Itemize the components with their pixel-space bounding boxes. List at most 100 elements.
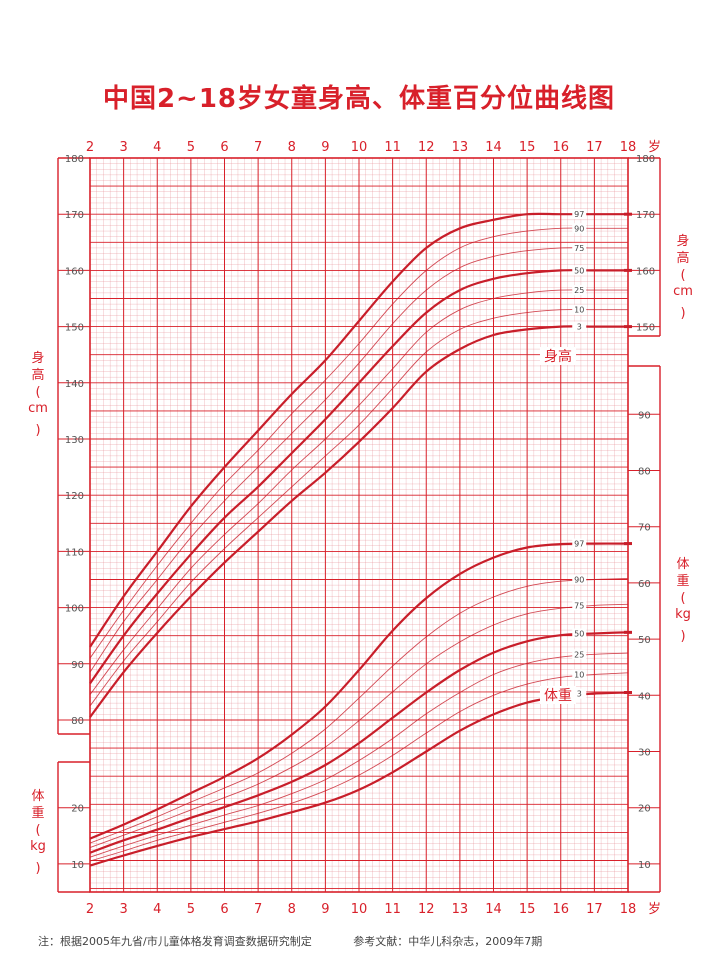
age-tick-top: 18 <box>620 140 637 155</box>
height-tick-label-left: 140 <box>65 379 84 390</box>
weight-percentile-label: 10 <box>574 671 584 680</box>
weight-tick-label-left: 10 <box>71 860 84 871</box>
height-axis-title-left: 高 <box>31 367 44 383</box>
age-tick-bottom: 3 <box>119 902 127 917</box>
weight-curve-p3 <box>89 691 629 867</box>
age-tick-bottom: 11 <box>384 902 401 917</box>
height-percentile-label: 10 <box>574 306 584 315</box>
height-tick-label-left: 130 <box>65 435 84 446</box>
height-axis-title-right: 高 <box>676 250 689 266</box>
age-tick-bottom: 10 <box>351 902 368 917</box>
weight-curve-p25 <box>89 652 629 858</box>
age-tick-top: 2 <box>86 140 94 155</box>
height-curve-p50 <box>89 269 628 685</box>
age-tick-top: 13 <box>452 140 469 155</box>
weight-axis-title-right: kg <box>675 607 691 622</box>
weight-percentile-label-bg <box>572 688 587 699</box>
height-percentile-label: 97 <box>574 210 584 219</box>
weight-tick-label-right: 70 <box>638 523 651 534</box>
height-tick-label-right: 150 <box>636 323 655 334</box>
weight-percentile-label: 97 <box>574 540 584 549</box>
age-tick-bottom: 14 <box>485 902 502 917</box>
height-tick-label-left: 150 <box>65 323 84 334</box>
weight-curve-p75 <box>89 603 629 849</box>
age-tick-bottom: 16 <box>552 902 569 917</box>
height-curve-p97 <box>89 212 628 648</box>
age-tick-bottom: 5 <box>187 902 195 917</box>
height-tick-label-left: 120 <box>65 491 84 502</box>
age-tick-top: 11 <box>384 140 401 155</box>
height-percentile-label-bg <box>572 223 587 234</box>
height-tick-label-left: 160 <box>65 266 84 277</box>
weight-curve-p10 <box>89 672 629 862</box>
weight-axis-title-left: ( <box>35 823 40 838</box>
height-percentile-label-bg <box>572 265 587 276</box>
weight-percentile-label-bg <box>572 600 587 611</box>
height-percentile-label-bg <box>572 285 587 296</box>
height-axis-title-left: ) <box>35 423 40 438</box>
age-tick-top: 10 <box>351 140 368 155</box>
height-axis-title-right: 身 <box>676 233 689 249</box>
age-tick-bottom: 2 <box>86 902 94 917</box>
height-percentile-label: 50 <box>574 266 584 275</box>
height-curve-p90 <box>89 227 628 659</box>
weight-curve-p97 <box>89 542 629 840</box>
weight-percentile-label-bg <box>572 628 587 639</box>
weight-curve-p50 <box>89 631 629 854</box>
age-tick-bottom: 17 <box>586 902 603 917</box>
weight-label-bg <box>540 686 576 704</box>
percentile-curves <box>89 212 629 867</box>
height-axis-title-left: cm <box>28 401 48 416</box>
weight-tick-label-right: 90 <box>638 410 651 421</box>
height-tick-label-right: 180 <box>636 154 655 165</box>
height-axis-title-right: ( <box>680 268 685 283</box>
weight-percentile-label: 25 <box>574 650 584 659</box>
age-tick-top: 6 <box>220 140 228 155</box>
weight-tick-label-right: 60 <box>638 579 651 590</box>
weight-tick-label-left: 20 <box>71 804 84 815</box>
age-tick-top: 9 <box>321 140 329 155</box>
height-axis-title-left: 身 <box>31 350 44 366</box>
weight-percentile-label: 75 <box>574 601 584 610</box>
age-tick-top: 14 <box>485 140 502 155</box>
height-label-bg <box>540 347 576 365</box>
age-tick-bottom: 9 <box>321 902 329 917</box>
height-curve-p25 <box>89 289 628 695</box>
age-tick-top: 15 <box>519 140 536 155</box>
height-percentile-label-bg <box>572 304 587 315</box>
height-axis-title-right: ) <box>680 306 685 321</box>
height-tick-label-left: 80 <box>71 716 84 727</box>
weight-percentile-label: 3 <box>577 690 582 699</box>
weight-tick-label-right: 50 <box>638 635 651 646</box>
weight-axis-title-right: 重 <box>676 573 689 589</box>
age-tick-top: 16 <box>552 140 569 155</box>
age-tick-bottom: 4 <box>153 902 161 917</box>
weight-percentile-label-bg <box>572 649 587 660</box>
age-tick-top: 3 <box>119 140 127 155</box>
height-tick-label-left: 110 <box>65 547 84 558</box>
age-tick-bottom: 13 <box>452 902 469 917</box>
age-tick-bottom: 15 <box>519 902 536 917</box>
height-tick-label-left: 170 <box>65 210 84 221</box>
age-tick-top: 17 <box>586 140 603 155</box>
weight-axis-title-left: 体 <box>31 789 44 804</box>
weight-axis-title-left: kg <box>30 839 46 854</box>
height-tick-label-left: 180 <box>65 154 84 165</box>
age-tick-top: 8 <box>288 140 296 155</box>
weight-axis-title-right: ( <box>680 591 685 606</box>
height-tick-label-left: 90 <box>71 660 84 671</box>
age-tick-bottom: 6 <box>220 902 228 917</box>
height-percentile-label-bg <box>572 242 587 253</box>
footer-note: 注：根据2005年九省/市儿童体格发育调查数据研究制定 <box>38 935 312 948</box>
weight-axis-title-right: 体 <box>676 557 689 572</box>
weight-tick-label-right: 40 <box>638 691 651 702</box>
age-unit-top: 岁 <box>648 140 661 155</box>
height-tick-label-right: 160 <box>636 266 655 277</box>
weight-percentile-label: 90 <box>574 576 584 585</box>
weight-axis-title-left: ) <box>35 861 40 876</box>
height-curve-p10 <box>89 309 628 707</box>
height-percentile-label: 75 <box>574 244 584 253</box>
age-tick-bottom: 18 <box>620 902 637 917</box>
